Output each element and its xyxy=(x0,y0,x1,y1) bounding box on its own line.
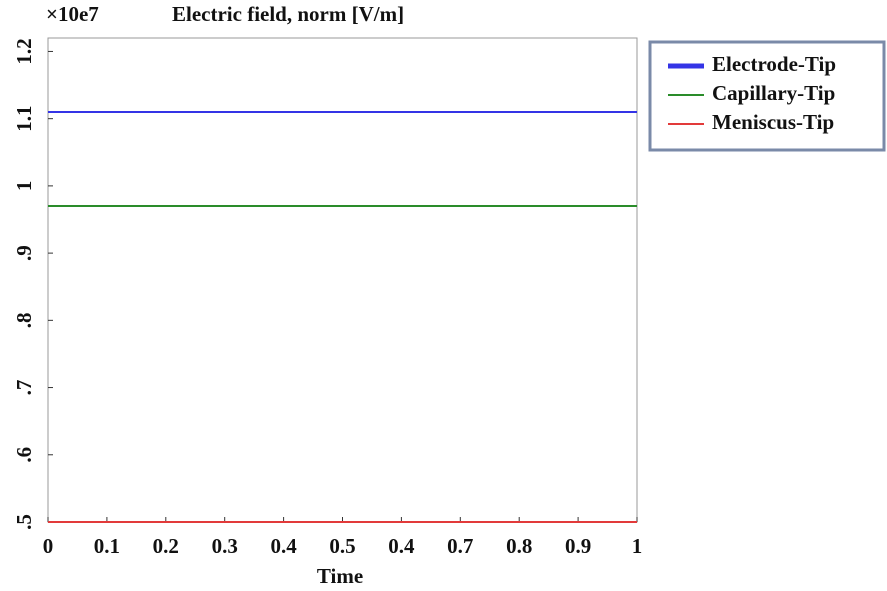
legend-label: Meniscus-Tip xyxy=(712,110,834,134)
x-tick-label: 0.9 xyxy=(565,534,591,558)
plot-area xyxy=(47,37,638,523)
y-tick-label: 1.1 xyxy=(12,106,36,132)
x-tick-label: 1 xyxy=(632,534,643,558)
x-tick-label: 0.4 xyxy=(388,534,415,558)
x-tick-label: 0.3 xyxy=(212,534,238,558)
y-multiplier: ×10e7 xyxy=(46,2,99,26)
x-axis-label: Time xyxy=(317,564,363,588)
y-tick-label: 1.2 xyxy=(12,38,36,64)
x-tick-label: 0 xyxy=(43,534,54,558)
x-tick-label: 0.7 xyxy=(447,534,473,558)
legend-label: Capillary-Tip xyxy=(712,81,835,105)
y-tick-label: .5 xyxy=(12,514,36,530)
y-tick-label: .9 xyxy=(12,245,36,261)
x-tick-label: 0.2 xyxy=(153,534,179,558)
chart-title: Electric field, norm [V/m] xyxy=(172,2,404,26)
y-tick-label: 1 xyxy=(12,181,36,192)
y-tick-label: .6 xyxy=(12,447,36,463)
y-tick-label: .8 xyxy=(12,312,36,328)
x-tick-label: 0.4 xyxy=(270,534,297,558)
legend-label: Electrode-Tip xyxy=(712,52,836,76)
x-tick-label: 0.1 xyxy=(94,534,120,558)
x-tick-label: 0.8 xyxy=(506,534,532,558)
y-tick-label: .7 xyxy=(12,380,36,396)
x-tick-label: 0.5 xyxy=(329,534,355,558)
